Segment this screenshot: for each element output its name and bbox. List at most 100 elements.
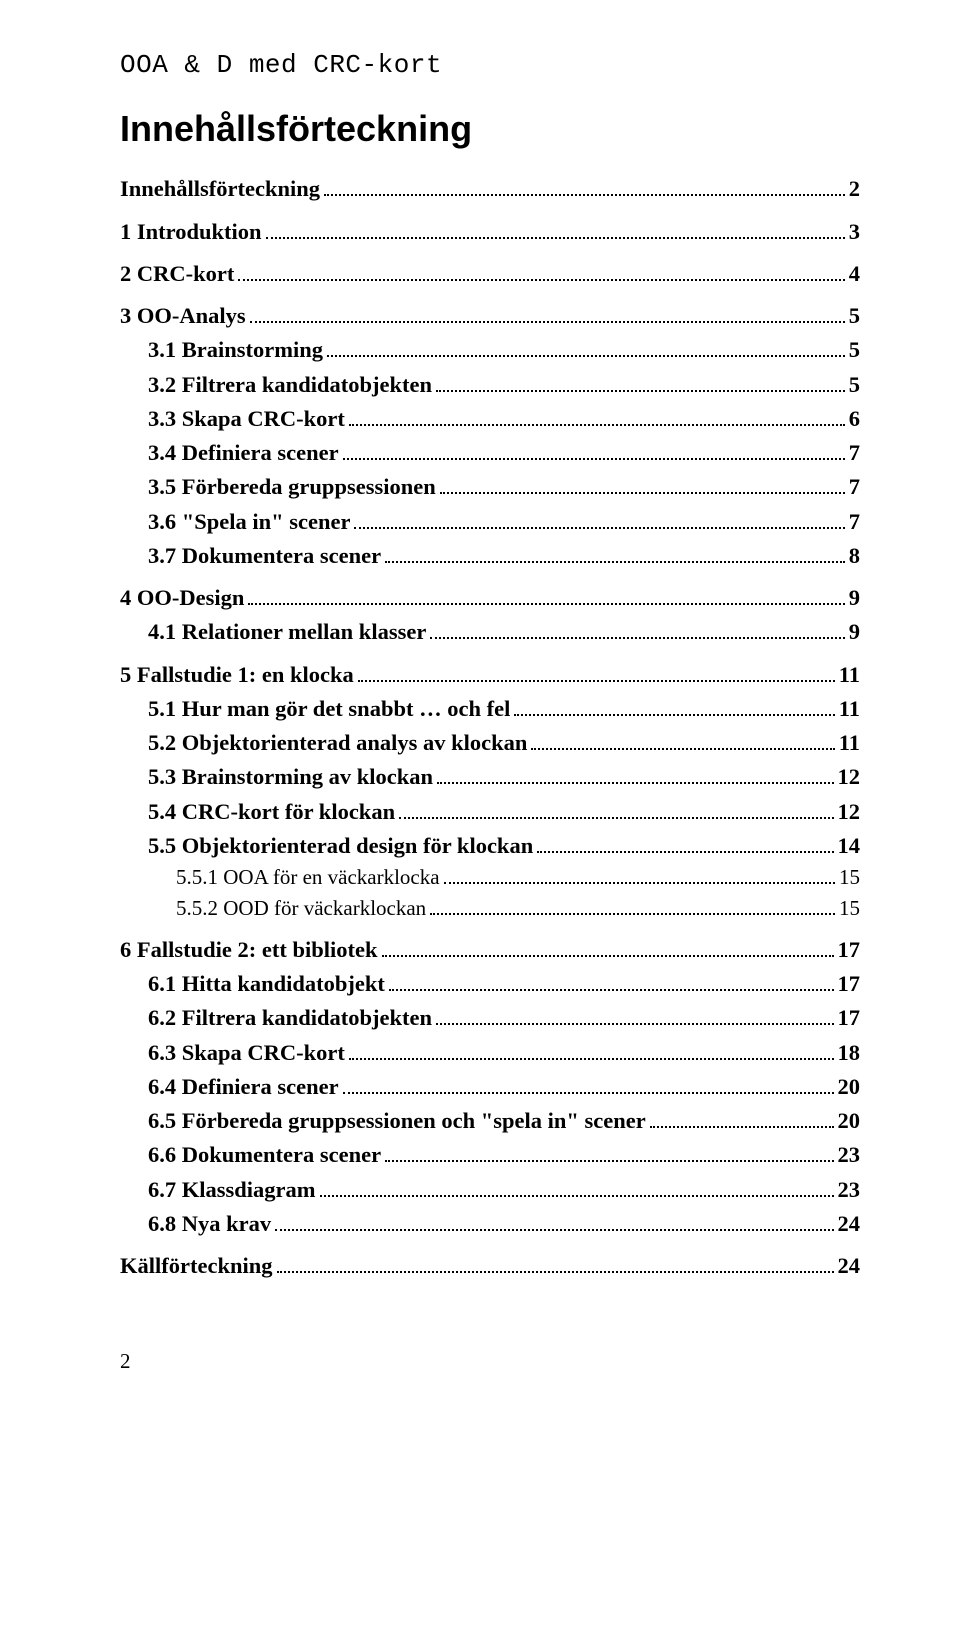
toc-leader xyxy=(354,506,844,528)
toc-entry-page: 20 xyxy=(838,1108,861,1134)
toc-entry-label: 2 CRC-kort xyxy=(120,261,234,287)
toc-entry-page: 12 xyxy=(838,799,861,825)
toc-entry: 5.5.2 OOD för väckarklockan 15 xyxy=(120,894,860,921)
toc-leader xyxy=(349,404,845,426)
toc-entry-page: 15 xyxy=(839,865,860,890)
toc-entry-page: 9 xyxy=(849,585,860,611)
toc-entry-page: 24 xyxy=(838,1253,861,1279)
toc-entry-page: 5 xyxy=(849,337,860,363)
toc-leader xyxy=(514,694,834,716)
toc-leader xyxy=(238,259,844,281)
toc-leader xyxy=(385,541,845,563)
toc-leader xyxy=(430,894,835,915)
toc-leader xyxy=(436,1003,834,1025)
toc-leader xyxy=(327,335,845,357)
toc-entry: 2 CRC-kort4 xyxy=(120,259,860,287)
toc-entry: 6.4 Definiera scener 20 xyxy=(120,1072,860,1100)
toc-entry: 3.3 Skapa CRC-kort6 xyxy=(120,404,860,432)
toc-entry-page: 23 xyxy=(838,1177,861,1203)
page-title: Innehållsförteckning xyxy=(120,108,860,150)
toc-entry: Innehållsförteckning 2 xyxy=(120,174,860,202)
toc-entry-page: 7 xyxy=(849,440,860,466)
toc-leader xyxy=(275,1209,833,1231)
toc-leader xyxy=(343,438,845,460)
toc-entry: 3.7 Dokumentera scener8 xyxy=(120,541,860,569)
toc-entry-label: 5 Fallstudie 1: en klocka xyxy=(120,662,354,688)
toc-entry-label: 6.5 Förbereda gruppsessionen och "spela … xyxy=(148,1108,646,1134)
toc-entry-page: 6 xyxy=(849,406,860,432)
toc-entry-label: 6 Fallstudie 2: ett bibliotek xyxy=(120,937,378,963)
toc-entry-page: 18 xyxy=(838,1040,861,1066)
toc-entry-page: 15 xyxy=(839,896,860,921)
toc-entry-page: 17 xyxy=(838,971,861,997)
toc-entry-page: 23 xyxy=(838,1142,861,1168)
toc-entry-page: 7 xyxy=(849,474,860,500)
toc-entry: 3.2 Filtrera kandidatobjekten5 xyxy=(120,369,860,397)
toc-entry-page: 11 xyxy=(839,662,860,688)
toc-entry: 3 OO-Analys 5 xyxy=(120,301,860,329)
toc-leader xyxy=(320,1174,834,1196)
toc-leader xyxy=(277,1251,834,1273)
table-of-contents: Innehållsförteckning 2 1 Introduktion3 2 CR… xyxy=(120,174,860,1279)
toc-entry-label: Innehållsförteckning xyxy=(120,176,320,202)
toc-entry: 6.6 Dokumentera scener 23 xyxy=(120,1140,860,1168)
toc-entry-label: 6.3 Skapa CRC-kort xyxy=(148,1040,345,1066)
toc-entry: 5.5.1 OOA för en väckarklocka 15 xyxy=(120,863,860,890)
toc-leader xyxy=(343,1072,834,1094)
toc-leader xyxy=(382,935,834,957)
toc-entry: Källförteckning24 xyxy=(120,1251,860,1279)
toc-leader xyxy=(650,1106,834,1128)
page-number: 2 xyxy=(120,1349,860,1374)
toc-entry-label: 5.5 Objektorienterad design för klockan xyxy=(148,833,533,859)
toc-entry: 6.3 Skapa CRC-kort 18 xyxy=(120,1037,860,1065)
toc-entry-label: 6.8 Nya krav xyxy=(148,1211,271,1237)
toc-entry: 5.5 Objektorienterad design för klockan 1… xyxy=(120,831,860,859)
toc-entry: 3.6 "Spela in" scener 7 xyxy=(120,506,860,534)
toc-entry-label: 4.1 Relationer mellan klasser xyxy=(148,619,426,645)
toc-entry-page: 7 xyxy=(849,509,860,535)
toc-leader xyxy=(358,659,835,681)
toc-leader xyxy=(531,728,834,750)
toc-leader xyxy=(266,216,845,238)
toc-entry-label: 6.4 Definiera scener xyxy=(148,1074,339,1100)
toc-leader xyxy=(437,762,833,784)
toc-entry: 5.4 CRC-kort för klockan 12 xyxy=(120,796,860,824)
toc-entry-page: 5 xyxy=(849,372,860,398)
toc-entry-label: 5.4 CRC-kort för klockan xyxy=(148,799,395,825)
toc-entry-label: 3.6 "Spela in" scener xyxy=(148,509,350,535)
toc-entry-label: 6.7 Klassdiagram xyxy=(148,1177,316,1203)
toc-entry-page: 2 xyxy=(849,176,860,202)
toc-entry: 6.5 Förbereda gruppsessionen och "spela … xyxy=(120,1106,860,1134)
toc-entry-label: 4 OO-Design xyxy=(120,585,244,611)
toc-leader xyxy=(349,1037,834,1059)
toc-entry-label: 3.4 Definiera scener xyxy=(148,440,339,466)
toc-leader xyxy=(324,174,845,196)
toc-entry-page: 3 xyxy=(849,219,860,245)
toc-entry-page: 11 xyxy=(839,730,860,756)
toc-entry-page: 5 xyxy=(849,303,860,329)
toc-entry-page: 9 xyxy=(849,619,860,645)
toc-entry-label: 3 OO-Analys xyxy=(120,303,246,329)
toc-leader xyxy=(537,831,833,853)
toc-entry-label: 5.5.1 OOA för en väckarklocka xyxy=(176,865,440,890)
toc-entry-label: 5.2 Objektorienterad analys av klockan xyxy=(148,730,527,756)
toc-entry-label: 6.1 Hitta kandidatobjekt xyxy=(148,971,385,997)
toc-entry-label: 6.6 Dokumentera scener xyxy=(148,1142,381,1168)
toc-leader xyxy=(440,472,845,494)
toc-entry: 5.3 Brainstorming av klockan12 xyxy=(120,762,860,790)
toc-entry-page: 24 xyxy=(838,1211,861,1237)
toc-leader xyxy=(250,301,845,323)
toc-entry-label: 6.2 Filtrera kandidatobjekten xyxy=(148,1005,432,1031)
toc-entry-page: 17 xyxy=(838,937,861,963)
toc-entry-label: 5.1 Hur man gör det snabbt … och fel xyxy=(148,696,510,722)
toc-entry-page: 14 xyxy=(838,833,861,859)
toc-entry: 5.2 Objektorienterad analys av klockan 11 xyxy=(120,728,860,756)
toc-leader xyxy=(389,969,834,991)
toc-entry-page: 20 xyxy=(838,1074,861,1100)
toc-entry: 1 Introduktion3 xyxy=(120,216,860,244)
toc-entry: 5 Fallstudie 1: en klocka 11 xyxy=(120,659,860,687)
toc-leader xyxy=(399,796,833,818)
toc-entry-label: 5.5.2 OOD för väckarklockan xyxy=(176,896,426,921)
toc-entry-page: 8 xyxy=(849,543,860,569)
toc-entry: 3.5 Förbereda gruppsessionen7 xyxy=(120,472,860,500)
